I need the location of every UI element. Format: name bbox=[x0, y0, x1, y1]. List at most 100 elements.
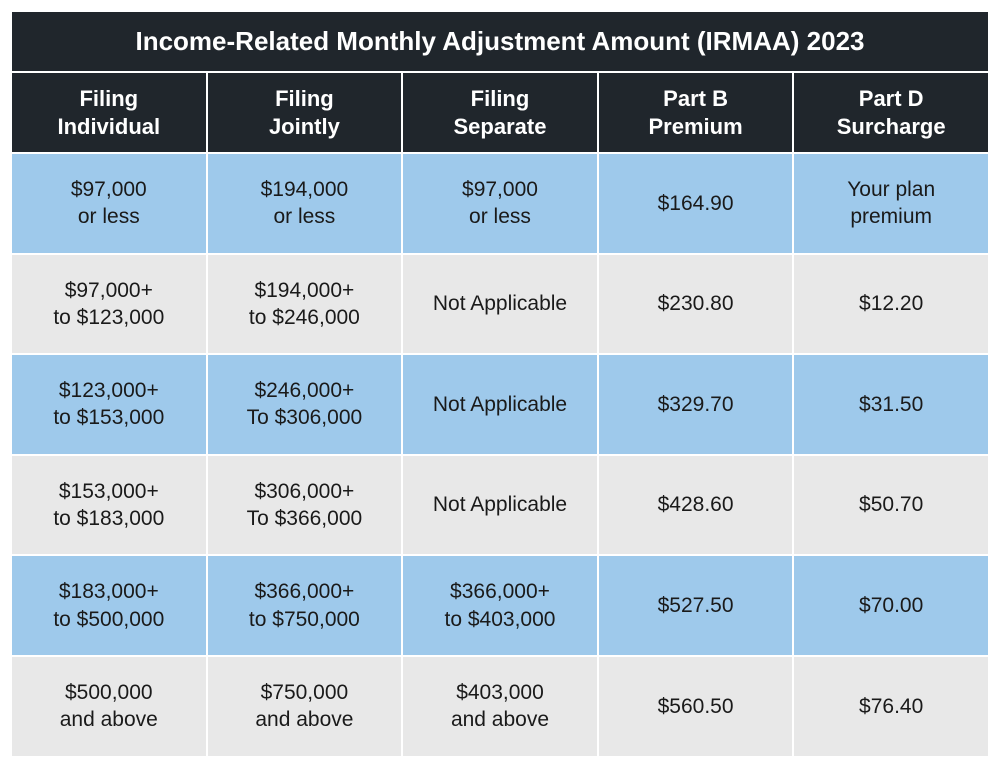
table-row: $500,000 and above $750,000 and above $4… bbox=[12, 655, 988, 756]
cell-filing-jointly: $750,000 and above bbox=[206, 655, 402, 756]
cell-line2: to $153,000 bbox=[53, 404, 164, 431]
cell-line1: $194,000 bbox=[261, 176, 349, 203]
cell-line1: $329.70 bbox=[658, 391, 734, 418]
cell-line2: To $366,000 bbox=[247, 505, 363, 532]
cell-filing-individual: $97,000+ to $123,000 bbox=[12, 253, 206, 354]
table-row: $153,000+ to $183,000 $306,000+ To $366,… bbox=[12, 454, 988, 555]
cell-line2: to $246,000 bbox=[249, 304, 360, 331]
cell-line2: to $403,000 bbox=[445, 606, 556, 633]
cell-line1: $97,000 bbox=[462, 176, 538, 203]
cell-filing-individual: $97,000 or less bbox=[12, 152, 206, 253]
cell-line1: Not Applicable bbox=[433, 290, 567, 317]
cell-line2: or less bbox=[273, 203, 335, 230]
header-line2: Jointly bbox=[269, 113, 340, 141]
cell-part-b: $428.60 bbox=[597, 454, 793, 555]
cell-line1: $428.60 bbox=[658, 491, 734, 518]
cell-line1: $97,000+ bbox=[65, 277, 153, 304]
cell-part-d: $50.70 bbox=[792, 454, 988, 555]
header-line1: Filing bbox=[275, 85, 334, 113]
cell-filing-individual: $183,000+ to $500,000 bbox=[12, 554, 206, 655]
table-row: $183,000+ to $500,000 $366,000+ to $750,… bbox=[12, 554, 988, 655]
cell-line1: $153,000+ bbox=[59, 478, 159, 505]
header-line1: Part D bbox=[859, 85, 924, 113]
cell-filing-jointly: $306,000+ To $366,000 bbox=[206, 454, 402, 555]
header-line2: Individual bbox=[57, 113, 160, 141]
table-row: $97,000+ to $123,000 $194,000+ to $246,0… bbox=[12, 253, 988, 354]
cell-part-b: $560.50 bbox=[597, 655, 793, 756]
cell-part-d: $76.40 bbox=[792, 655, 988, 756]
header-line2: Surcharge bbox=[837, 113, 946, 141]
cell-line1: $230.80 bbox=[658, 290, 734, 317]
header-line1: Filing bbox=[79, 85, 138, 113]
cell-line1: $31.50 bbox=[859, 391, 923, 418]
cell-line2: and above bbox=[60, 706, 158, 733]
cell-line2: and above bbox=[451, 706, 549, 733]
cell-filing-individual: $153,000+ to $183,000 bbox=[12, 454, 206, 555]
cell-line1: $366,000+ bbox=[450, 578, 550, 605]
cell-line2: to $123,000 bbox=[53, 304, 164, 331]
cell-part-d: $12.20 bbox=[792, 253, 988, 354]
cell-line1: $164.90 bbox=[658, 190, 734, 217]
cell-line1: Your plan bbox=[847, 176, 935, 203]
cell-filing-separate: Not Applicable bbox=[401, 253, 597, 354]
cell-filing-individual: $123,000+ to $153,000 bbox=[12, 353, 206, 454]
cell-line2: to $500,000 bbox=[53, 606, 164, 633]
cell-line1: $123,000+ bbox=[59, 377, 159, 404]
cell-line1: Not Applicable bbox=[433, 391, 567, 418]
col-header-part-b: Part B Premium bbox=[597, 73, 793, 152]
cell-filing-separate: $97,000 or less bbox=[401, 152, 597, 253]
table-title: Income-Related Monthly Adjustment Amount… bbox=[12, 12, 988, 73]
cell-filing-separate: $403,000 and above bbox=[401, 655, 597, 756]
header-line1: Part B bbox=[663, 85, 728, 113]
cell-line1: $366,000+ bbox=[254, 578, 354, 605]
cell-filing-separate: Not Applicable bbox=[401, 454, 597, 555]
cell-filing-jointly: $366,000+ to $750,000 bbox=[206, 554, 402, 655]
cell-part-b: $329.70 bbox=[597, 353, 793, 454]
cell-part-b: $230.80 bbox=[597, 253, 793, 354]
col-header-filing-jointly: Filing Jointly bbox=[206, 73, 402, 152]
header-line2: Separate bbox=[454, 113, 547, 141]
cell-line1: $76.40 bbox=[859, 693, 923, 720]
cell-line1: $97,000 bbox=[71, 176, 147, 203]
cell-filing-jointly: $194,000+ to $246,000 bbox=[206, 253, 402, 354]
cell-line1: $560.50 bbox=[658, 693, 734, 720]
cell-line2: or less bbox=[78, 203, 140, 230]
cell-line1: $12.20 bbox=[859, 290, 923, 317]
cell-part-d: $31.50 bbox=[792, 353, 988, 454]
cell-line1: $306,000+ bbox=[254, 478, 354, 505]
cell-line1: $403,000 bbox=[456, 679, 544, 706]
cell-filing-jointly: $194,000 or less bbox=[206, 152, 402, 253]
cell-line2: and above bbox=[255, 706, 353, 733]
cell-line2: to $750,000 bbox=[249, 606, 360, 633]
cell-line1: $194,000+ bbox=[254, 277, 354, 304]
col-header-filing-individual: Filing Individual bbox=[12, 73, 206, 152]
cell-part-d: $70.00 bbox=[792, 554, 988, 655]
irmaa-table: Income-Related Monthly Adjustment Amount… bbox=[10, 10, 990, 758]
header-line1: Filing bbox=[471, 85, 530, 113]
cell-line1: Not Applicable bbox=[433, 491, 567, 518]
table-row: $123,000+ to $153,000 $246,000+ To $306,… bbox=[12, 353, 988, 454]
cell-part-b: $527.50 bbox=[597, 554, 793, 655]
cell-part-d: Your plan premium bbox=[792, 152, 988, 253]
cell-line1: $500,000 bbox=[65, 679, 153, 706]
table-row: $97,000 or less $194,000 or less $97,000… bbox=[12, 152, 988, 253]
cell-line1: $246,000+ bbox=[254, 377, 354, 404]
cell-line1: $70.00 bbox=[859, 592, 923, 619]
cell-filing-jointly: $246,000+ To $306,000 bbox=[206, 353, 402, 454]
cell-line1: $50.70 bbox=[859, 491, 923, 518]
cell-line2: to $183,000 bbox=[53, 505, 164, 532]
col-header-filing-separate: Filing Separate bbox=[401, 73, 597, 152]
cell-line2: or less bbox=[469, 203, 531, 230]
cell-line1: $750,000 bbox=[261, 679, 349, 706]
cell-line1: $183,000+ bbox=[59, 578, 159, 605]
header-line2: Premium bbox=[649, 113, 743, 141]
cell-filing-separate: Not Applicable bbox=[401, 353, 597, 454]
cell-part-b: $164.90 bbox=[597, 152, 793, 253]
col-header-part-d: Part D Surcharge bbox=[792, 73, 988, 152]
table-header-row: Filing Individual Filing Jointly Filing … bbox=[12, 73, 988, 152]
cell-line2: To $306,000 bbox=[247, 404, 363, 431]
cell-filing-separate: $366,000+ to $403,000 bbox=[401, 554, 597, 655]
cell-line1: $527.50 bbox=[658, 592, 734, 619]
cell-filing-individual: $500,000 and above bbox=[12, 655, 206, 756]
cell-line2: premium bbox=[850, 203, 932, 230]
